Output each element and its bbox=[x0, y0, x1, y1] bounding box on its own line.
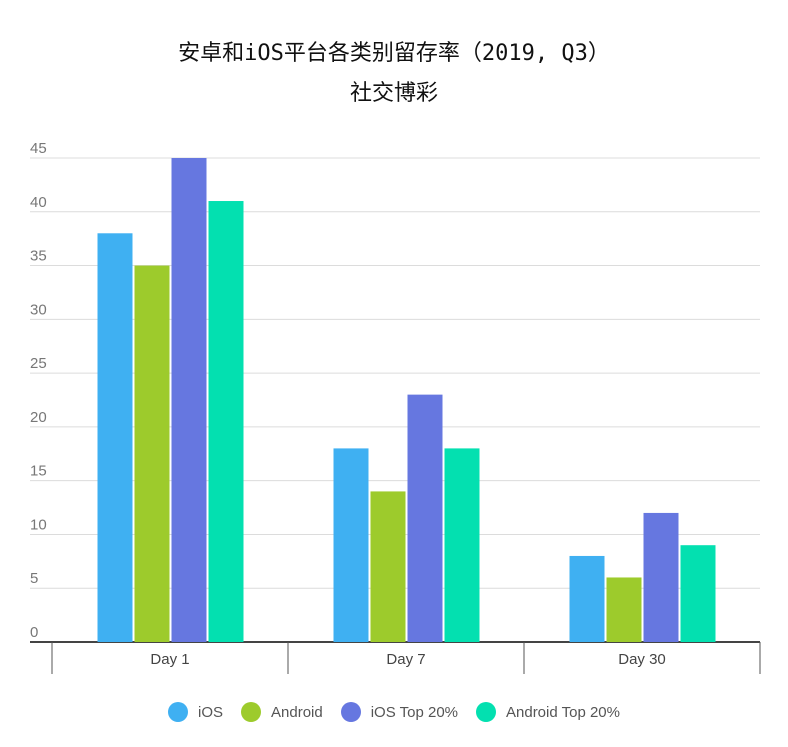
bar bbox=[97, 233, 133, 643]
chart-subtitle: 社交博彩 bbox=[349, 81, 438, 106]
bar bbox=[407, 394, 443, 642]
y-tick-label: 15 bbox=[30, 463, 47, 480]
bar bbox=[208, 201, 244, 642]
chart-legend: iOS Android iOS Top 20% Android Top 20% bbox=[0, 702, 788, 722]
bar bbox=[370, 491, 406, 642]
legend-label: iOS Top 20% bbox=[370, 703, 458, 721]
chart-title-block: 安卓和iOS平台各类别留存率（2019, Q3） 社交博彩 bbox=[0, 34, 788, 114]
bar bbox=[333, 448, 369, 642]
y-tick-label: 0 bbox=[30, 624, 38, 641]
legend-swatch bbox=[168, 702, 188, 722]
legend-swatch bbox=[241, 702, 262, 722]
y-tick-label: 35 bbox=[30, 248, 47, 265]
legend-item: iOS Top 20% bbox=[340, 702, 458, 722]
bar bbox=[680, 545, 716, 642]
chart-title: 安卓和iOS平台各类别留存率（2019, Q3） bbox=[178, 41, 610, 66]
bar bbox=[444, 448, 480, 642]
x-category-label: Day 1 bbox=[150, 651, 189, 668]
y-tick-label: 30 bbox=[30, 301, 47, 318]
legend-label: Android Top 20% bbox=[506, 703, 620, 721]
legend-item: iOS bbox=[168, 702, 223, 722]
y-tick-label: 45 bbox=[30, 140, 47, 157]
y-tick-label: 20 bbox=[30, 409, 47, 426]
legend-label: iOS bbox=[198, 703, 224, 721]
bar bbox=[606, 577, 642, 642]
y-tick-label: 5 bbox=[30, 570, 38, 587]
legend-item: Android Top 20% bbox=[476, 702, 620, 722]
x-category-label: Day 7 bbox=[386, 651, 425, 668]
y-tick-label: 40 bbox=[30, 194, 47, 211]
y-tick-label: 25 bbox=[30, 355, 47, 372]
legend-label: Android bbox=[271, 703, 323, 721]
legend-swatch bbox=[476, 702, 496, 722]
y-tick-label: 10 bbox=[30, 516, 47, 533]
x-category-label: Day 30 bbox=[618, 651, 666, 668]
legend-item: Android bbox=[241, 702, 323, 722]
bar bbox=[643, 512, 679, 642]
bar bbox=[569, 555, 605, 642]
bar bbox=[134, 265, 170, 642]
legend-swatch bbox=[340, 702, 361, 722]
bar bbox=[171, 158, 207, 642]
bar-chart: 0 5 10 15 20 25 30 35 40 45 Day 1 Day 7 Day 30 bbox=[30, 140, 761, 674]
